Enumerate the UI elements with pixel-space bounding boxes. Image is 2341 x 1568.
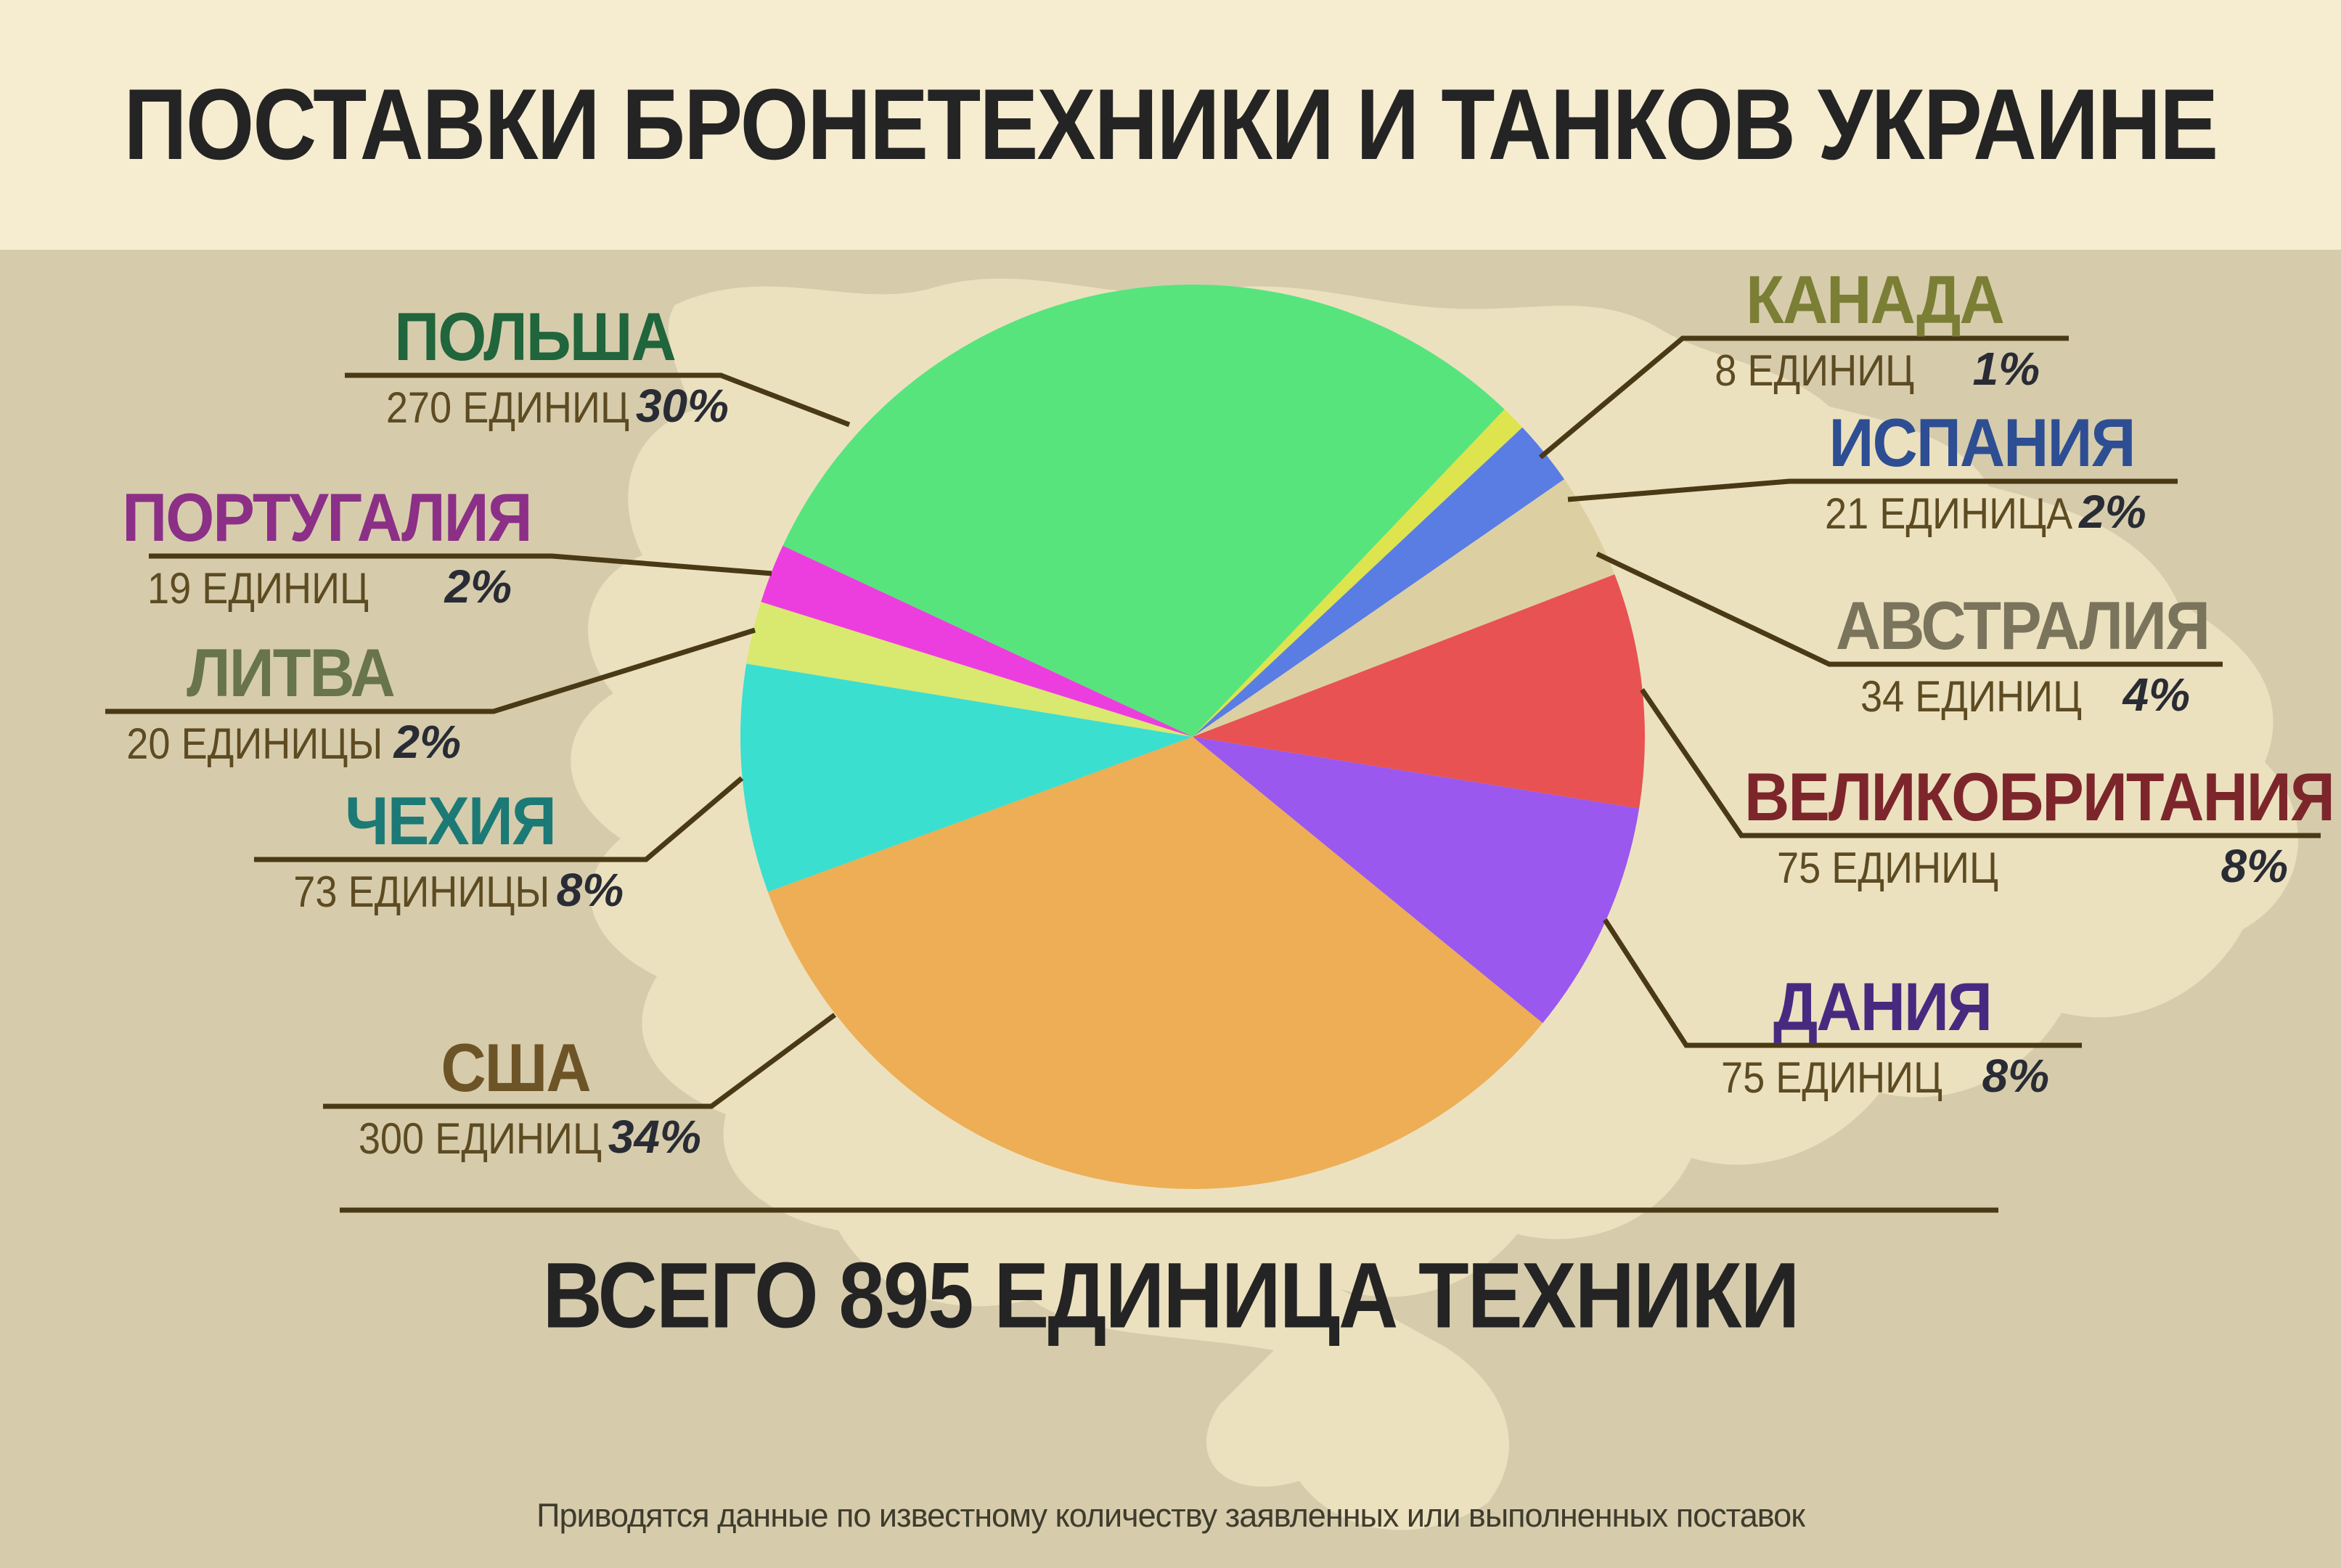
pie-slice-denmark <box>1193 737 1640 1024</box>
units-value-poland: 270 ЕДИНИЦ <box>385 383 630 433</box>
percent-value-australia: 4% <box>2123 669 2191 721</box>
pie-slice-usa <box>767 737 1543 1189</box>
page-title: ПОСТАВКИ БРОНЕТЕХНИКИ И ТАНКОВ УКРАИНЕ <box>123 68 2219 181</box>
percent-value-uk: 8% <box>2221 840 2289 892</box>
callout-spain: ИСПАНИЯ 21 ЕДИНИЦА 2% <box>1786 406 2178 539</box>
header-band: ПОСТАВКИ БРОНЕТЕХНИКИ И ТАНКОВ УКРАИНЕ <box>0 0 2341 250</box>
callout-czech: ЧЕХИЯ 73 ЕДИНИЦЫ 8% <box>254 784 646 917</box>
callout-australia: АВСТРАЛИЯ 34 ЕДИНИЦ 4% <box>1822 589 2223 722</box>
callout-lithuania: ЛИТВА 20 ЕДИНИЦЫ 2% <box>87 636 494 769</box>
country-name-portugal: ПОРТУГАЛИЯ <box>122 479 532 556</box>
percent-value-poland: 30% <box>635 380 729 432</box>
country-name-denmark: ДАНИЯ <box>1773 968 1993 1045</box>
callout-portugal: ПОРТУГАЛИЯ 19 ЕДИНИЦ 2% <box>109 481 544 613</box>
units-value-denmark: 75 ЕДИНИЦ <box>1721 1053 1943 1103</box>
leader-czech <box>254 776 744 862</box>
leader-lines <box>105 335 2321 1213</box>
percent-value-canada: 1% <box>1972 343 2040 395</box>
units-value-czech: 73 ЕДИНИЦЫ <box>293 867 550 917</box>
pie-slice-uk <box>1193 574 1645 809</box>
percent-value-denmark: 8% <box>1982 1050 2050 1102</box>
percent-value-spain: 2% <box>2079 486 2146 538</box>
units-value-australia: 34 ЕДИНИЦ <box>1860 672 2083 722</box>
pie-slice-canada <box>1193 409 1523 737</box>
callout-canada: КАНАДА 8 ЕДИНИЦ 1% <box>1677 263 2072 396</box>
pie-slice-poland <box>783 285 1505 737</box>
leader-usa <box>323 1013 837 1109</box>
leader-denmark <box>1603 918 2082 1048</box>
units-value-lithuania: 20 ЕДИНИЦЫ <box>126 719 383 769</box>
units-value-spain: 21 ЕДИНИЦА <box>1824 489 2073 539</box>
country-name-uk: ВЕЛИКОБРИТАНИЯ <box>1744 759 2335 836</box>
leader-poland <box>345 372 851 428</box>
country-name-czech: ЧЕХИЯ <box>345 783 557 859</box>
units-value-canada: 8 ЕДИНИЦ <box>1715 346 1915 396</box>
pie-slice-czech <box>740 663 1193 892</box>
leader-canada <box>1538 335 2069 460</box>
footnote-text: Приводятся данные по известному количест… <box>536 1497 1805 1534</box>
country-name-spain: ИСПАНИЯ <box>1829 404 2136 481</box>
percent-value-czech: 8% <box>556 864 624 916</box>
percent-value-lithuania: 2% <box>393 716 462 768</box>
callout-usa: США 300 ЕДИНИЦ 34% <box>319 1031 711 1164</box>
country-name-canada: КАНАДА <box>1746 261 2005 338</box>
units-value-uk: 75 ЕДИНИЦ <box>1777 844 1999 893</box>
pie-chart <box>740 285 1645 1189</box>
leader-spain <box>1567 478 2178 502</box>
pie-slice-portugal <box>761 545 1193 737</box>
total-units-label: ВСЕГО 895 ЕДИНИЦА ТЕХНИКИ <box>542 1244 1800 1348</box>
country-name-lithuania: ЛИТВА <box>187 634 396 711</box>
pie-slice-australia <box>1193 479 1615 737</box>
units-value-portugal: 19 ЕДИНИЦ <box>147 564 369 613</box>
pie-slice-spain <box>1193 427 1564 737</box>
leader-australia <box>1596 551 2223 667</box>
percent-value-usa: 34% <box>608 1111 701 1163</box>
leader-uk <box>1640 688 2321 838</box>
percent-value-portugal: 2% <box>444 560 512 613</box>
country-name-usa: США <box>441 1029 591 1106</box>
callout-uk: ВЕЛИКОБРИТАНИЯ 75 ЕДИНИЦ 8% <box>1739 760 2335 893</box>
country-name-poland: ПОЛЬША <box>394 298 677 375</box>
callout-poland: ПОЛЬША 270 ЕДИНИЦ 30% <box>347 300 729 433</box>
country-name-australia: АВСТРАЛИЯ <box>1835 587 2210 664</box>
leader-portugal <box>149 553 772 576</box>
callout-denmark: ДАНИЯ 75 ЕДИНИЦ 8% <box>1683 970 2082 1103</box>
pie-slice-lithuania <box>746 602 1193 737</box>
units-value-usa: 300 ЕДИНИЦ <box>358 1114 602 1164</box>
leader-lithuania <box>105 627 756 714</box>
